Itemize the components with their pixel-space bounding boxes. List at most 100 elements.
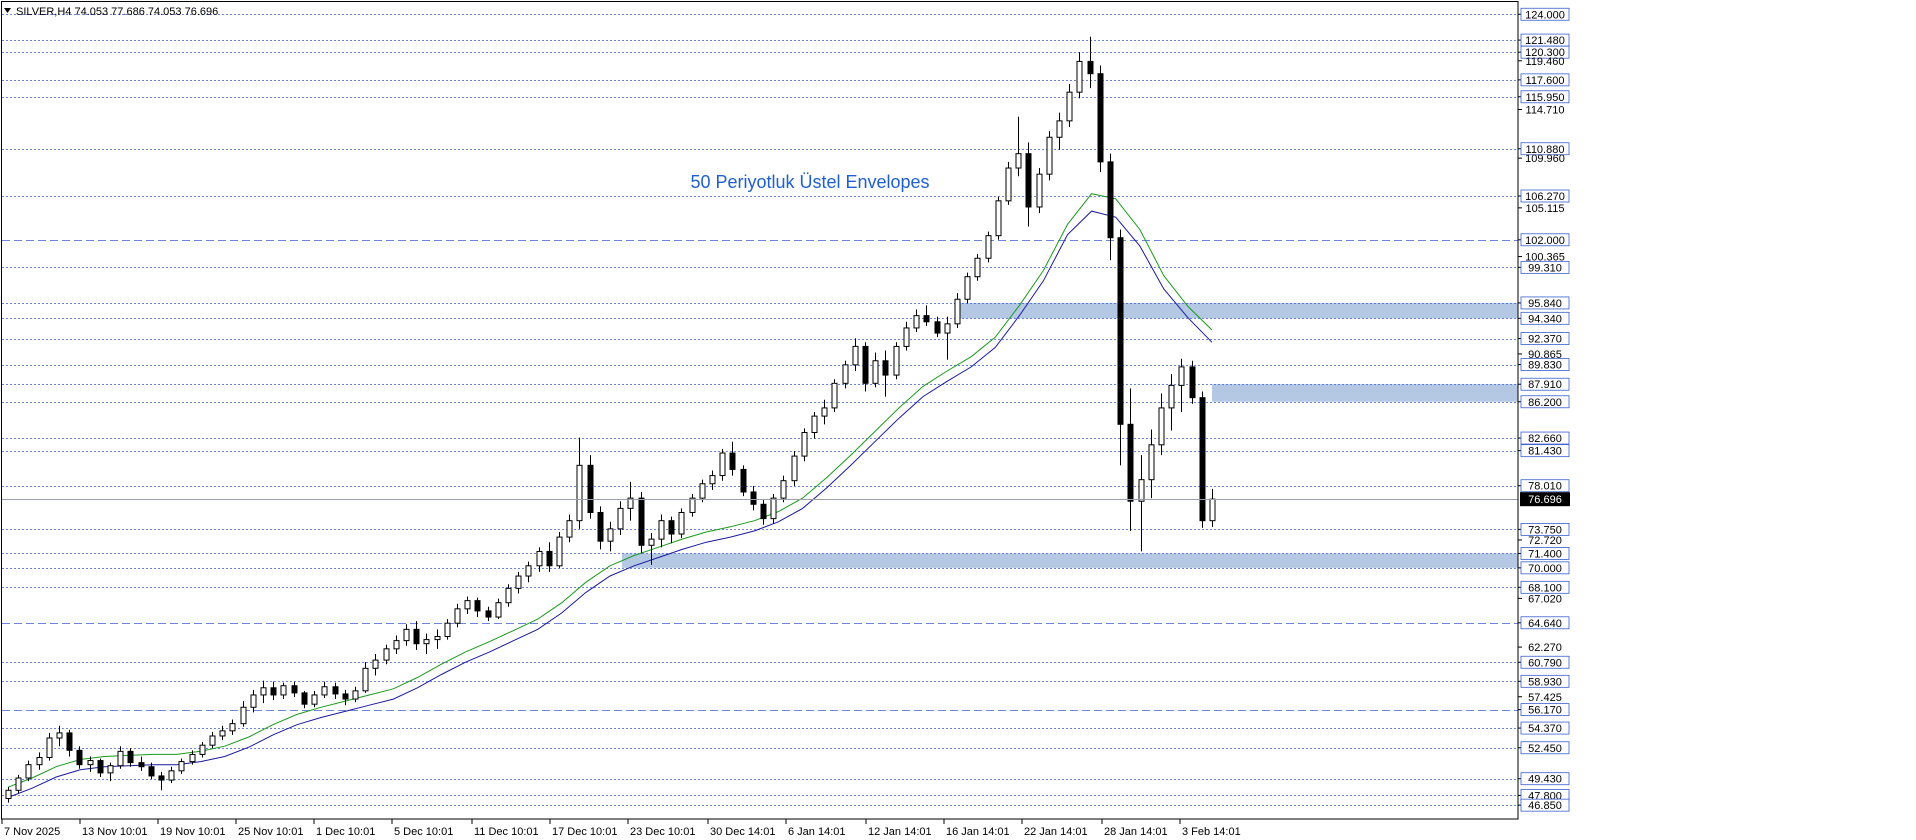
candle-body [342,693,349,700]
level-tag [1520,142,1570,156]
candle [1015,116,1022,177]
level-tag [1520,311,1570,325]
candle [148,762,155,780]
candle [740,465,747,497]
candle [291,681,298,698]
candle-body [617,507,624,530]
level-tag [1520,296,1570,310]
candle-body [1158,407,1165,446]
chart-title: SILVER,H4 74.053 77.686 74.053 76.696 [16,6,218,18]
level-tag-label: 110.880 [1526,144,1565,156]
candle-body [362,667,369,692]
level-tag-label: 115.950 [1526,92,1565,104]
candle-body [638,497,645,546]
candle-body [36,756,43,766]
candle [903,321,910,351]
price-scale-label: 67.020 [1528,593,1562,605]
candle [974,254,981,281]
candle-body [954,298,961,325]
time-scale-label: 16 Jan 14:01 [946,826,1010,838]
candle [1107,153,1114,261]
time-scale-label: 23 Dec 10:01 [630,826,695,838]
candle-body [240,706,247,725]
level-tag-label: 124.000 [1525,9,1565,21]
candle [913,309,920,333]
level-tag-label: 60.790 [1528,657,1562,669]
candle-body [668,520,675,535]
candle [97,758,104,777]
candle [791,450,798,486]
candle-body [1107,161,1114,239]
candle [597,506,604,550]
time-scale-label: 3 Feb 14:01 [1182,826,1241,838]
chart-header: SILVER,H4 74.053 77.686 74.053 76.696 [4,6,218,18]
time-scale-label: 17 Dec 10:01 [552,826,617,838]
candle [780,475,787,503]
triangle-down-icon[interactable] [4,8,11,13]
time-scale-label: 22 Jan 14:01 [1024,826,1088,838]
candle [770,494,777,524]
time-scale-label: 12 Jan 14:01 [868,826,932,838]
candle-body [495,602,502,618]
candle-body [760,503,767,520]
candle [954,293,961,328]
candle [760,500,767,525]
level-tag-label: 81.430 [1528,446,1562,458]
candle-body [1036,173,1043,208]
candle [56,725,63,747]
price-scale-label: 72.720 [1528,535,1562,547]
level-tag-label: 68.100 [1528,582,1562,594]
candle-body [780,480,787,499]
candle [811,412,818,439]
candle-body [1199,397,1206,522]
envelope-lower-line [7,210,1213,798]
candle-body [413,628,420,645]
level-tag-label: 82.660 [1528,433,1562,445]
candle [464,596,471,614]
candle-body [280,685,287,696]
candle [678,508,685,539]
candle [434,629,441,649]
candle [280,682,287,700]
candle-body [138,762,145,768]
candle [1117,229,1124,466]
level-tag-label: 121.480 [1525,35,1565,47]
candle [260,680,267,704]
candle-body [1117,237,1124,425]
candle-body [209,735,216,746]
price-scale-label: 62.270 [1528,642,1562,654]
level-tag [1520,580,1570,594]
level-tag [1520,741,1570,755]
level-tag-label: 89.830 [1528,360,1562,372]
level-tag [1520,798,1570,812]
candle-body [168,770,175,781]
candle [648,532,655,565]
candle [383,644,390,665]
candle-body [250,694,257,708]
candle [474,597,481,618]
level-tag [1520,444,1570,458]
candle [495,598,502,620]
candle [219,725,226,741]
candle [1148,429,1155,499]
candle [393,635,400,654]
candle-body [882,360,889,376]
candle-body [658,520,665,540]
candle-body [934,321,941,334]
candle-body [893,345,900,376]
candle [36,752,43,770]
candle-body [434,636,441,641]
candle [199,742,206,758]
candle-body [107,765,114,774]
candle [862,342,869,392]
level-tag-label: 78.010 [1528,481,1562,493]
candle-body [485,610,492,618]
candle-body [1189,366,1196,399]
time-scale[interactable]: 7 Nov 2025 13 Nov 10:01 19 Nov 10:01 25 Nov… [1,819,1241,838]
candle-body [444,622,451,638]
candle [1097,65,1104,173]
candle-body [587,464,594,513]
